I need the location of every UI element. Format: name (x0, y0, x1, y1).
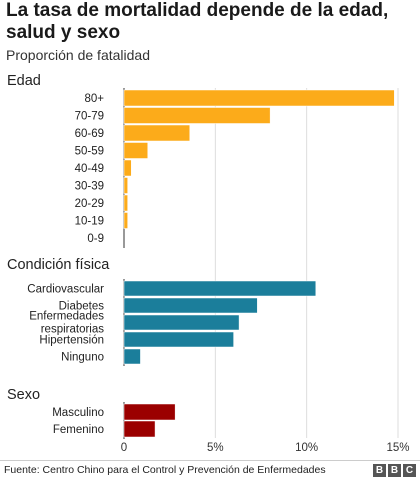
bar-1-0 (123, 280, 317, 297)
category-label-0-2: 60-69 (75, 128, 104, 140)
bar-0-2 (123, 124, 191, 142)
bbc-logo-letter-2: B (388, 464, 401, 477)
category-label-0-1: 70-79 (75, 111, 104, 123)
category-label-0-3: 50-59 (75, 146, 104, 158)
bar-1-3 (123, 331, 234, 348)
category-label-0-0: 80+ (84, 93, 104, 105)
bar-0-1 (123, 107, 271, 124)
source-note: Fuente: Centro Chino para el Control y P… (4, 464, 326, 476)
category-label-1-4: Ninguno (61, 352, 104, 364)
bar-2-0 (123, 403, 176, 421)
mortality-bar-chart: Edad 80+ 70-79 60-69 50-59 40-49 30-39 20-29 10-… (7, 73, 410, 454)
category-label-1-2-line-0: Enfermedades (29, 311, 104, 323)
footer-divider (0, 460, 420, 461)
bar-0-3 (123, 142, 148, 159)
category-label-0-4: 40-49 (75, 163, 104, 175)
bar-0-0 (123, 89, 395, 107)
bar-1-2 (123, 314, 240, 331)
bbc-logo: B B C (373, 464, 416, 477)
category-label-2-1: Femenino (53, 424, 104, 436)
bar-0-5 (123, 177, 128, 194)
panel-title-1: Condición física (7, 257, 110, 273)
panel-title-2: Sexo (7, 387, 40, 403)
x-tick-label-3: 15% (386, 442, 409, 454)
x-tick-label-0: 0 (121, 442, 127, 454)
bar-0-6 (123, 194, 128, 212)
panel-title-0: Edad (7, 73, 41, 89)
bar-1-4 (123, 348, 141, 365)
category-label-1-2-line-1: respiratorias (41, 324, 105, 336)
x-tick-label-1: 5% (207, 442, 224, 454)
category-label-0-7: 10-19 (75, 216, 104, 228)
category-label-1-3: Hipertensión (39, 335, 104, 347)
category-label-0-5: 30-39 (75, 181, 104, 193)
category-label-1-1: Diabetes (59, 301, 105, 313)
category-label-0-6: 20-29 (75, 198, 104, 210)
bbc-logo-letter-1: B (373, 464, 386, 477)
category-label-0-8: 0-9 (87, 233, 104, 245)
chart-title: La tasa de mortalidad depende de la edad… (6, 0, 389, 43)
category-label-2-0: Masculino (52, 407, 104, 419)
chart-subtitle: Proporción de fatalidad (6, 47, 150, 63)
bbc-logo-letter-3: C (403, 464, 416, 477)
x-tick-label-2: 10% (295, 442, 318, 454)
bar-0-4 (123, 159, 132, 177)
bar-2-1 (123, 420, 156, 438)
bar-0-7 (123, 212, 128, 229)
bar-1-1 (123, 297, 258, 314)
category-label-1-0: Cardiovascular (27, 284, 104, 296)
